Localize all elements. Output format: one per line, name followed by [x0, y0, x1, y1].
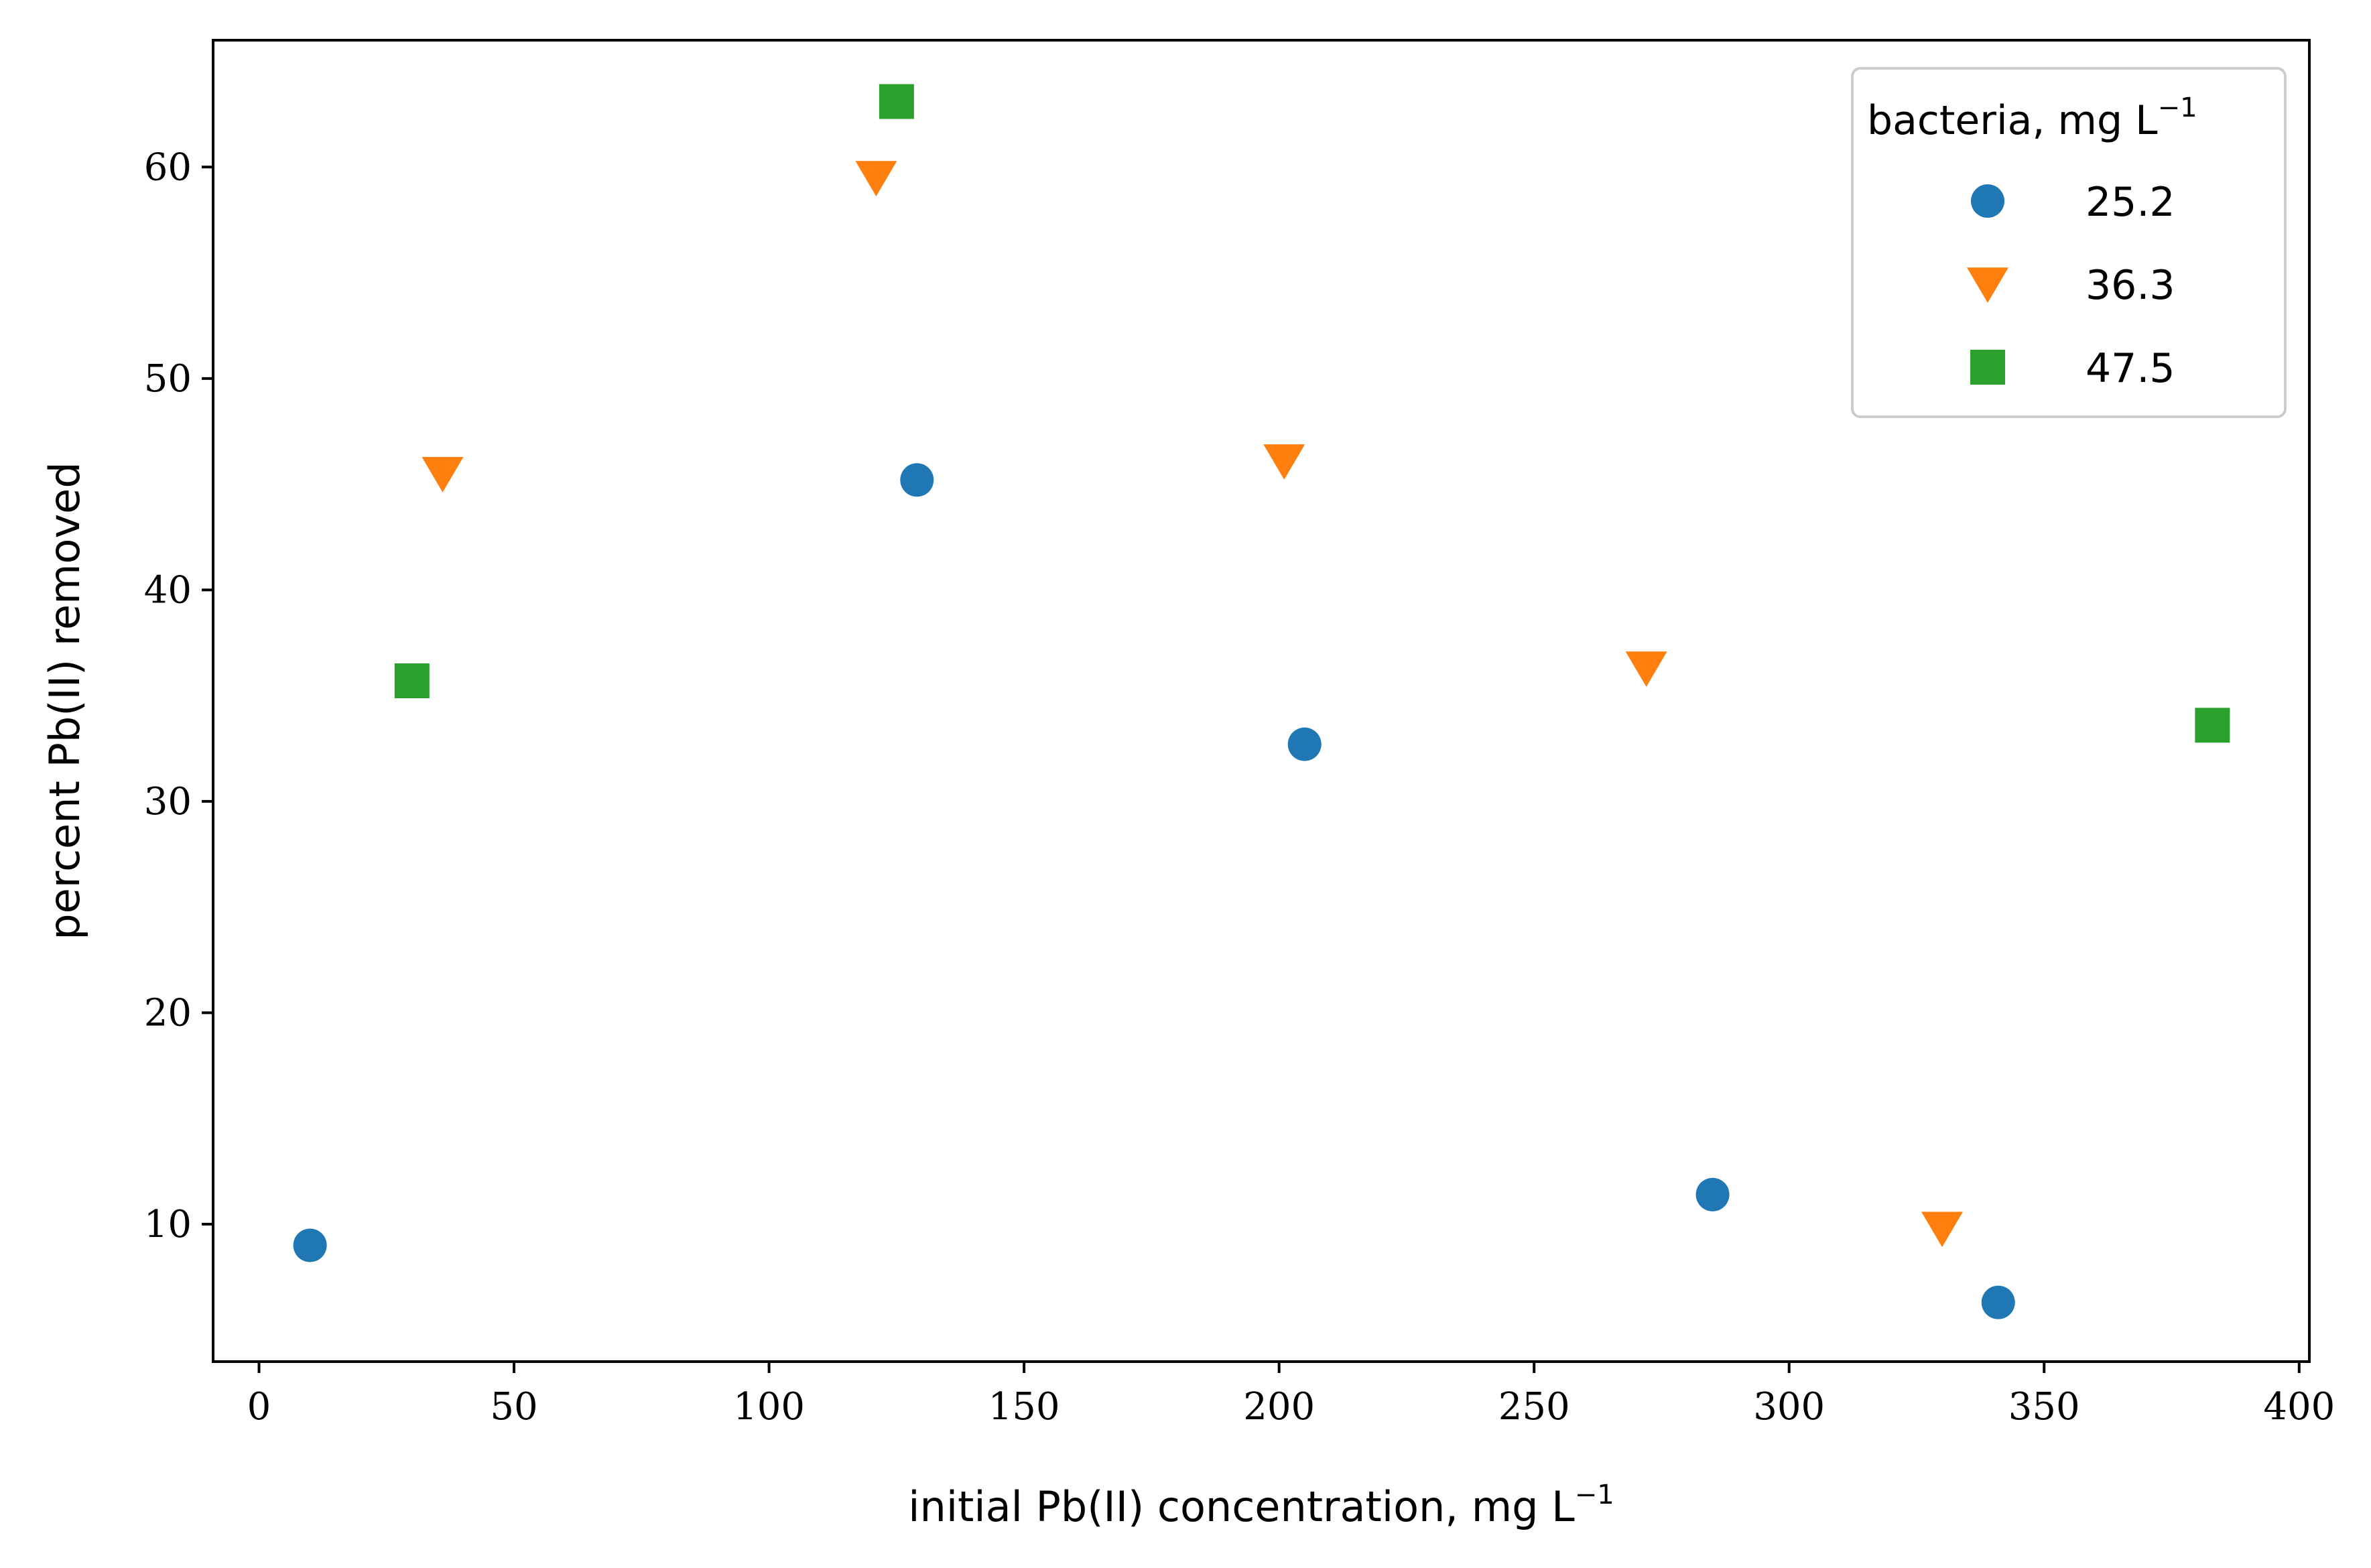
- x-tick-label: 0: [247, 1385, 271, 1429]
- data-point-series-2: [1263, 444, 1305, 480]
- data-point-series-3: [879, 84, 914, 119]
- legend-entries: 25.2 36.3 47.5: [1967, 179, 2175, 392]
- legend-marker-3: [1970, 350, 2005, 385]
- y-axis-ticks: 10 20 30 40 50 60: [144, 145, 213, 1246]
- legend-label-2: 36.3: [2086, 262, 2175, 309]
- data-point-series-2: [855, 161, 897, 196]
- x-tick-label: 50: [490, 1385, 537, 1429]
- y-tick-label: 40: [144, 568, 192, 612]
- legend-box: [1851, 67, 2287, 418]
- y-tick-label: 10: [144, 1203, 192, 1246]
- data-point-series-3: [2195, 708, 2230, 743]
- y-tick-label: 20: [144, 991, 192, 1035]
- x-tick-label: 350: [2008, 1385, 2080, 1429]
- data-point-series-1: [1287, 727, 1322, 761]
- legend-label-1: 25.2: [2086, 179, 2175, 226]
- legend: bacteria, mg L−1 25.2 36.3 47.5: [1851, 67, 2287, 418]
- legend-label-3: 47.5: [2086, 345, 2175, 392]
- y-tick-label: 60: [144, 145, 192, 189]
- x-axis-ticks: 0 50 100 150 200 250 300 350 400: [247, 1362, 2335, 1429]
- x-tick-label: 300: [1753, 1385, 1825, 1429]
- y-tick-label: 30: [144, 780, 192, 824]
- x-tick-label: 150: [988, 1385, 1060, 1429]
- legend-marker-1: [1971, 184, 2004, 218]
- data-point-series-1: [1981, 1285, 2015, 1319]
- data-points: [293, 84, 2230, 1319]
- data-point-series-1: [1695, 1177, 1730, 1212]
- x-tick-label: 200: [1243, 1385, 1315, 1429]
- data-point-series-3: [394, 663, 430, 699]
- data-point-series-2: [422, 457, 464, 493]
- x-tick-label: 100: [733, 1385, 805, 1429]
- plot-area-frame: [212, 39, 2311, 1363]
- data-point-series-2: [1921, 1212, 1964, 1248]
- legend-marker-2: [1967, 267, 2008, 303]
- y-axis-label: percent Pb(II) removed: [40, 462, 89, 939]
- data-point-series-2: [1625, 651, 1667, 687]
- data-point-series-1: [900, 463, 934, 497]
- legend-title: bacteria, mg L−1: [1867, 92, 2197, 144]
- data-point-series-1: [293, 1228, 327, 1262]
- x-tick-label: 400: [2263, 1385, 2335, 1429]
- x-tick-label: 250: [1498, 1385, 1570, 1429]
- y-tick-label: 50: [144, 357, 192, 401]
- x-axis-label: initial Pb(II) concentration, mg L−1: [908, 1480, 1614, 1531]
